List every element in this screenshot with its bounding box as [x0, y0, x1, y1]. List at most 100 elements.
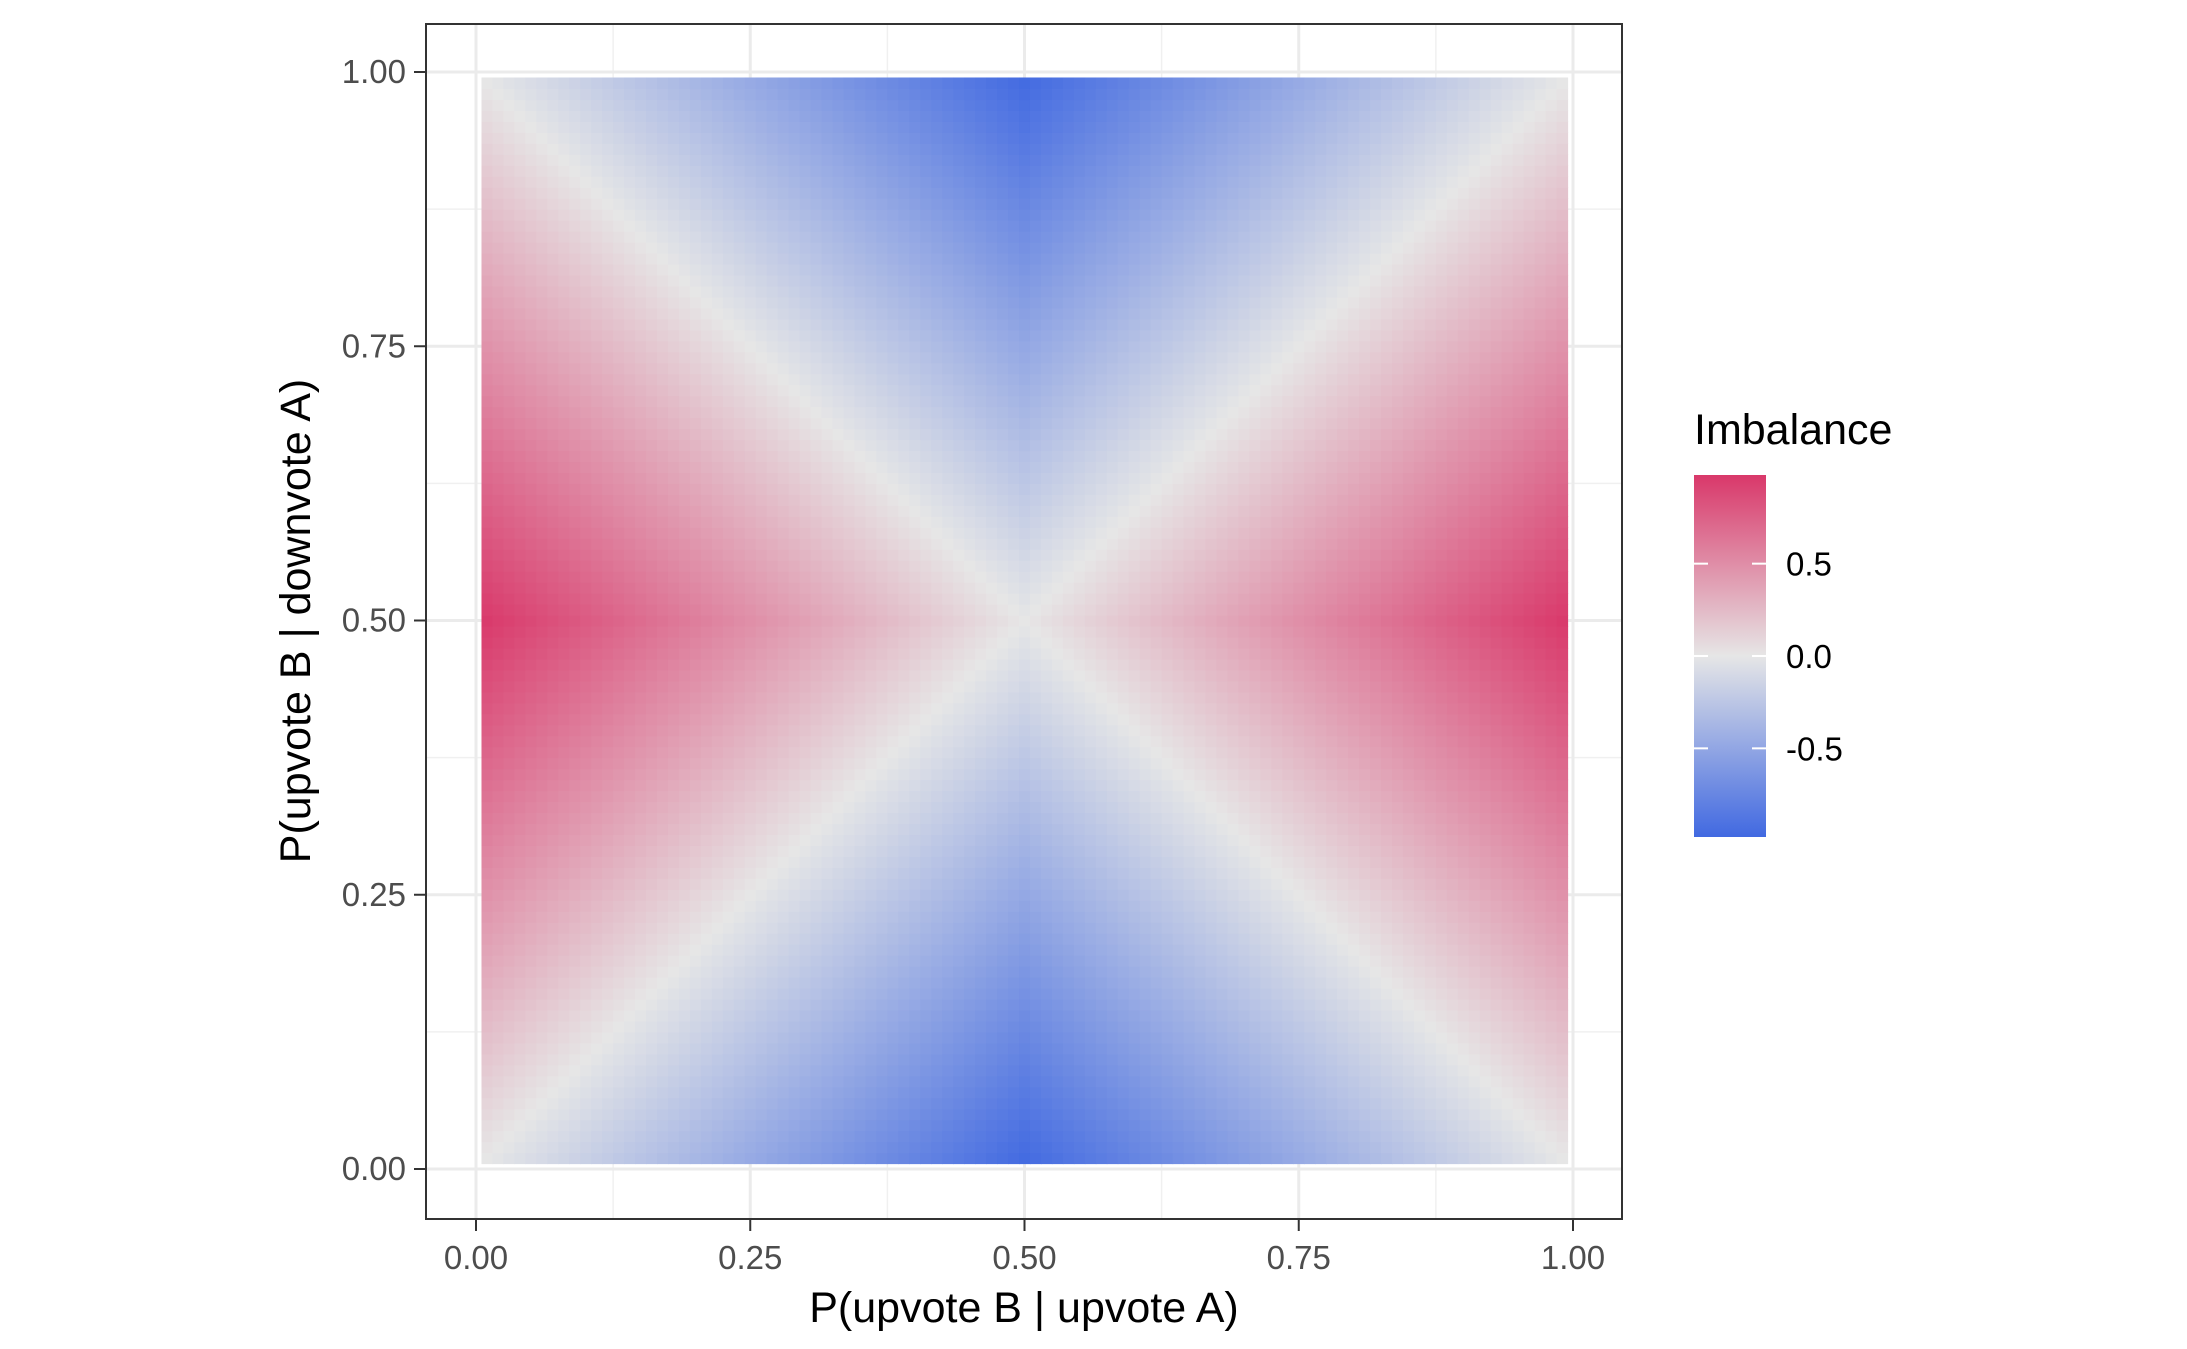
heatmap-cell: [997, 998, 1009, 1011]
heatmap-cell: [832, 856, 845, 868]
heatmap-cell: [613, 768, 625, 781]
heatmap-cell: [558, 362, 570, 375]
heatmap-cell: [689, 593, 702, 605]
heatmap-cell: [689, 340, 702, 353]
heatmap-cell: [909, 615, 921, 627]
heatmap-cell: [558, 1031, 570, 1044]
heatmap-cell: [657, 538, 669, 550]
heatmap-cell: [953, 165, 965, 177]
heatmap-cell: [602, 307, 614, 320]
heatmap-cell: [678, 198, 691, 210]
heatmap-cell: [898, 165, 910, 177]
heatmap-cell: [503, 549, 515, 561]
heatmap-cell: [887, 198, 899, 210]
heatmap-cell: [711, 209, 724, 221]
heatmap-cell: [525, 801, 537, 814]
heatmap-cell: [975, 296, 987, 309]
heatmap-cell: [711, 154, 724, 166]
heatmap-cell: [613, 165, 625, 177]
heatmap-cell: [481, 187, 494, 199]
heatmap-cell: [613, 340, 625, 353]
heatmap-cell: [646, 1009, 658, 1022]
heatmap-cell: [525, 329, 537, 342]
heatmap-cell: [602, 351, 614, 364]
heatmap-cell: [953, 669, 965, 682]
heatmap-cell: [986, 494, 998, 506]
heatmap-cell: [777, 527, 790, 539]
heatmap-cell: [942, 560, 954, 572]
heatmap-cell: [766, 461, 779, 473]
heatmap-cell: [942, 724, 954, 737]
heatmap-cell: [711, 318, 724, 331]
heatmap-cell: [624, 735, 636, 748]
heatmap-cell: [777, 198, 790, 210]
heatmap-cell: [821, 900, 834, 912]
heatmap-cell: [547, 900, 559, 912]
heatmap-cell: [678, 296, 691, 309]
heatmap-cell: [777, 944, 790, 956]
heatmap-cell: [525, 702, 537, 715]
heatmap-cell: [558, 1097, 570, 1110]
heatmap-cell: [777, 1130, 790, 1143]
heatmap-cell: [909, 99, 921, 111]
heatmap-cell: [865, 307, 877, 320]
heatmap-cell: [657, 998, 669, 1011]
heatmap-cell: [942, 966, 954, 978]
heatmap-cell: [920, 1108, 932, 1121]
heatmap-cell: [635, 417, 647, 430]
heatmap-cell: [1029, 1075, 1042, 1088]
heatmap-cell: [799, 680, 812, 693]
heatmap-cell: [788, 1152, 801, 1165]
heatmap-cell: [997, 1086, 1009, 1099]
heatmap-cell: [975, 253, 987, 265]
heatmap-cell: [569, 450, 581, 463]
heatmap-cell: [646, 143, 658, 155]
heatmap-cell: [514, 757, 526, 770]
heatmap-cell: [964, 988, 976, 1000]
heatmap-cell: [733, 187, 746, 199]
heatmap-cell: [887, 88, 899, 101]
heatmap-cell: [975, 900, 987, 912]
heatmap-cell: [777, 220, 790, 232]
heatmap-cell: [613, 856, 625, 868]
heatmap-cell: [536, 757, 548, 770]
heatmap-cell: [766, 307, 779, 320]
heatmap-cell: [1019, 253, 1031, 265]
heatmap-cell: [975, 998, 987, 1011]
heatmap-cell: [514, 680, 526, 693]
heatmap-cell: [766, 1064, 779, 1077]
heatmap-cell: [942, 384, 954, 397]
heatmap-cell: [503, 373, 515, 386]
heatmap-cell: [920, 527, 932, 539]
heatmap-cell: [909, 988, 921, 1000]
heatmap-cell: [986, 88, 998, 101]
heatmap-cell: [667, 625, 680, 638]
heatmap-cell: [503, 538, 515, 550]
heatmap-cell: [678, 625, 691, 638]
heatmap-cell: [1029, 988, 1042, 1000]
heatmap-cell: [843, 1108, 856, 1121]
heatmap-cell: [492, 1086, 505, 1099]
heatmap-cell: [942, 77, 954, 90]
heatmap-cell: [492, 977, 505, 989]
heatmap-cell: [865, 143, 877, 155]
heatmap-cell: [964, 110, 976, 122]
heatmap-cell: [744, 395, 757, 408]
heatmap-cell: [744, 636, 757, 649]
heatmap-cell: [843, 505, 856, 517]
heatmap-cell: [635, 680, 647, 693]
heatmap-cell: [733, 593, 746, 605]
heatmap-cell: [547, 549, 559, 561]
heatmap-cell: [1019, 198, 1031, 210]
heatmap-cell: [613, 329, 625, 342]
heatmap-cell: [503, 647, 515, 660]
heatmap-cell: [832, 1152, 845, 1165]
heatmap-cell: [810, 1108, 823, 1121]
heatmap-cell: [810, 99, 823, 111]
heatmap-cell: [481, 900, 494, 912]
heatmap-cell: [964, 1097, 976, 1110]
heatmap-cell: [865, 263, 877, 276]
heatmap-cell: [788, 505, 801, 517]
heatmap-cell: [920, 220, 932, 232]
heatmap-cell: [514, 834, 526, 846]
